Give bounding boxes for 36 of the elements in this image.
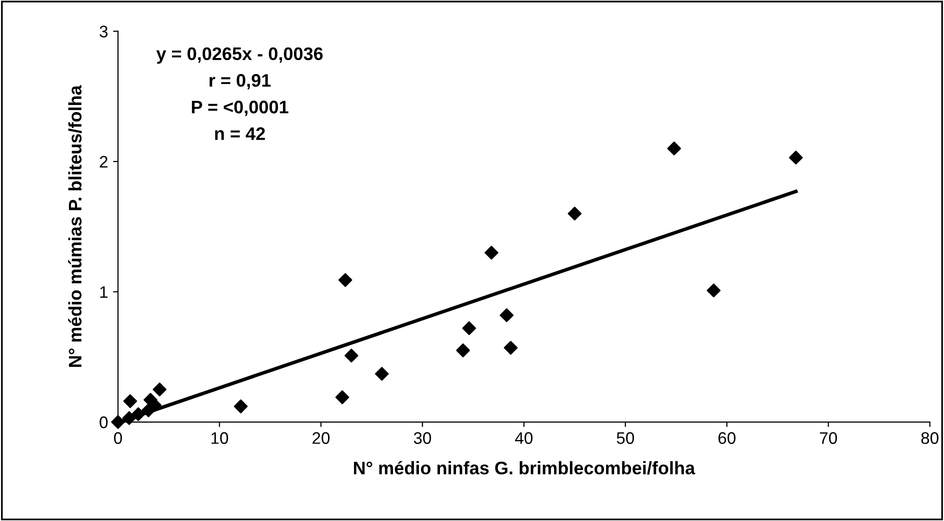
point xyxy=(788,150,803,165)
point xyxy=(335,390,350,404)
point xyxy=(462,321,476,336)
point xyxy=(500,308,514,322)
x-tick-label: 80 xyxy=(921,432,938,444)
point xyxy=(456,343,470,358)
point xyxy=(568,206,582,221)
x-tick-label: 70 xyxy=(820,432,837,444)
point xyxy=(484,246,498,260)
y-tick-label: 0 xyxy=(100,416,108,428)
point xyxy=(142,403,156,418)
annotation: y = 0,0265x - 0,0036 r = 0,91 P = <0,0001 n = 42 xyxy=(156,47,323,140)
point xyxy=(234,399,248,414)
x-tick-label: 30 xyxy=(414,432,432,444)
point xyxy=(123,394,138,408)
point xyxy=(706,284,721,298)
x-tick-label: 20 xyxy=(312,432,330,444)
x-tick-label: 50 xyxy=(616,432,634,444)
point xyxy=(344,348,358,362)
point xyxy=(131,407,146,422)
point xyxy=(338,273,352,287)
x-tick-label: 0 xyxy=(114,432,122,444)
x-axis-title: N° médio ninfas G. brimblecombei/folha xyxy=(354,461,696,475)
x-tick-label: 10 xyxy=(211,432,228,444)
y-tick-label: 3 xyxy=(100,26,108,38)
point xyxy=(504,340,518,355)
point xyxy=(152,382,167,396)
point xyxy=(122,411,136,426)
y-axis-title: N° médio múmias P. bliteus/folha xyxy=(68,85,82,367)
point xyxy=(667,142,682,156)
point xyxy=(111,415,125,429)
x-tick-label: 60 xyxy=(718,432,736,444)
y-tick-label: 2 xyxy=(100,156,108,168)
x-tick-label: 40 xyxy=(515,432,533,444)
y-tick-label: 1 xyxy=(100,286,108,298)
point xyxy=(374,366,389,381)
